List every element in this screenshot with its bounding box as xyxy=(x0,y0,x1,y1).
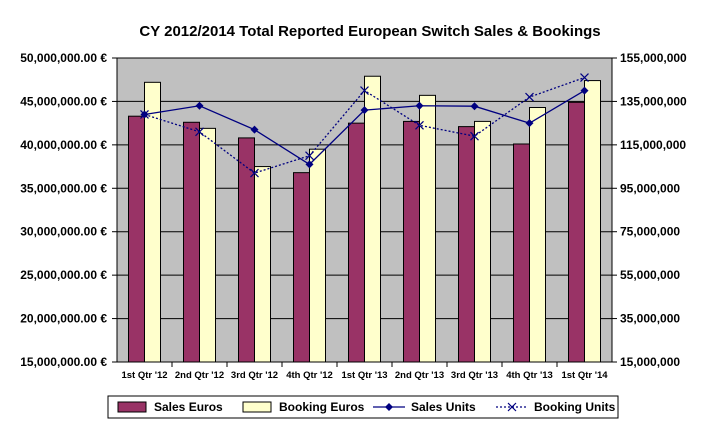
bar-sales-euros xyxy=(293,172,310,363)
plot-border xyxy=(116,57,613,363)
marker-booking-units xyxy=(470,131,479,141)
legend-item-booking-units-marker xyxy=(507,402,517,412)
right-axis-tick-label: 115,000,000 xyxy=(620,138,686,152)
left-axis-tick-label: 50,000,000.00 € xyxy=(20,51,107,65)
marker-sales-units xyxy=(415,101,424,110)
marker-booking-units xyxy=(415,120,424,130)
legend-item-sales-euros-label: Sales Euros xyxy=(154,400,223,414)
x-axis-category-label: 1st Qtr '14 xyxy=(561,370,608,381)
marker-booking-units xyxy=(305,151,314,161)
right-axis-tick-label: 75,000,000 xyxy=(620,225,680,239)
right-axis-tick-label: 35,000,000 xyxy=(620,312,680,326)
marker-sales-units xyxy=(195,101,204,110)
legend: Sales Euros Booking Euros Sales Units Booki… xyxy=(107,395,619,419)
legend-item-sales-units-marker xyxy=(385,403,393,411)
bar-sales-euros xyxy=(128,115,145,363)
left-axis-tick-label: 20,000,000.00 € xyxy=(20,312,107,326)
right-axis-tick-label: 55,000,000 xyxy=(620,268,680,282)
left-axis-tick-label: 30,000,000.00 € xyxy=(20,225,107,239)
marker-booking-units xyxy=(580,73,589,82)
bar-booking-euros xyxy=(144,81,161,363)
marker-booking-units xyxy=(250,168,259,178)
marker-booking-units xyxy=(360,86,369,95)
x-axis-category-label: 2nd Qtr '13 xyxy=(395,370,444,381)
bar-sales-euros xyxy=(348,122,365,363)
bar-sales-euros xyxy=(568,101,585,363)
x-axis-category-label: 1st Qtr '12 xyxy=(121,370,167,381)
bar-sales-euros xyxy=(513,143,530,363)
marker-sales-units xyxy=(525,119,534,128)
x-axis-category-label: 3rd Qtr '12 xyxy=(231,370,278,381)
marker-booking-units xyxy=(195,127,204,137)
bar-booking-euros xyxy=(584,80,601,363)
right-axis-tick-label: 15,000,000 xyxy=(620,355,680,369)
legend-item-booking-units-label: Booking Units xyxy=(534,400,616,414)
marker-sales-units xyxy=(360,106,369,115)
bar-booking-euros xyxy=(309,148,326,363)
bar-booking-euros xyxy=(419,94,436,363)
right-axis-tick-label: 135,000,000 xyxy=(620,94,687,108)
legend-item-booking-euros-label: Booking Euros xyxy=(279,400,365,414)
left-axis-tick-label: 35,000,000.00 € xyxy=(20,181,107,195)
bar-sales-euros xyxy=(403,120,420,363)
marker-booking-units xyxy=(525,92,534,102)
right-axis-tick-label: 95,000,000 xyxy=(620,181,680,195)
plot-area: 15,000,000.00 € 20,000,000.00 € 25,000,000… xyxy=(20,51,687,381)
marker-sales-units xyxy=(470,102,479,111)
x-axis-category-label: 4th Qtr '13 xyxy=(506,370,553,381)
bar-booking-euros xyxy=(199,127,216,363)
left-axis-tick-label: 25,000,000.00 € xyxy=(20,268,107,282)
bar-booking-euros xyxy=(474,120,491,363)
chart-title: CY 2012/2014 Total Reported European Swi… xyxy=(139,23,600,40)
bar-booking-euros xyxy=(364,75,381,363)
x-axis-category-label: 1st Qtr '13 xyxy=(341,370,387,381)
marker-booking-units xyxy=(140,110,149,119)
bar-sales-euros xyxy=(183,121,200,363)
x-axis-category-label: 4th Qtr '12 xyxy=(286,370,333,381)
marker-sales-units xyxy=(580,86,589,95)
legend-item-booking-euros-swatch xyxy=(242,401,272,413)
marker-sales-units xyxy=(305,160,314,169)
x-axis-category-label: 3rd Qtr '13 xyxy=(451,370,498,381)
left-axis-tick-label: 45,000,000.00 € xyxy=(20,94,107,108)
right-axis-tick-label: 155,000,000 xyxy=(620,51,687,65)
x-axis-category-label: 2nd Qtr '12 xyxy=(175,370,224,381)
left-axis-tick-label: 15,000,000.00 € xyxy=(20,355,107,369)
bar-booking-euros xyxy=(529,107,546,363)
legend-box xyxy=(107,395,619,419)
marker-sales-units xyxy=(250,125,259,134)
legend-item-sales-euros-swatch xyxy=(117,401,147,413)
left-axis-tick-label: 40,000,000.00 € xyxy=(20,138,107,152)
bar-sales-euros xyxy=(458,126,475,363)
legend-item-sales-units-label: Sales Units xyxy=(411,400,476,414)
bar-booking-euros xyxy=(254,166,271,363)
